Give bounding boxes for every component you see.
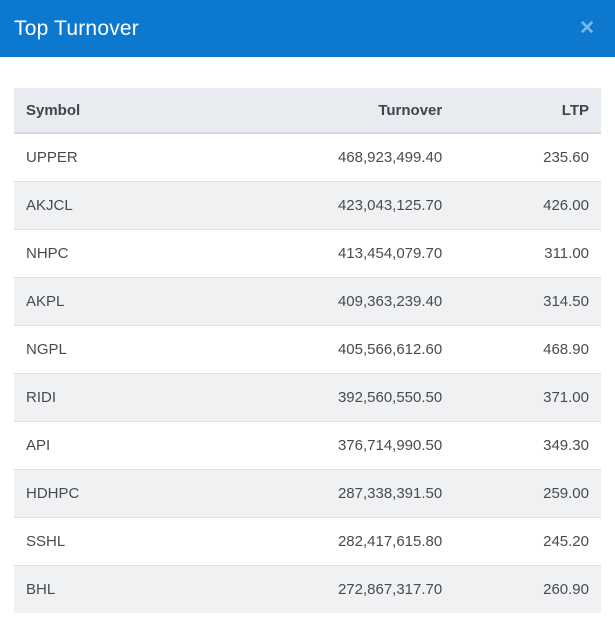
cell-ltp: 468.90 [454, 324, 601, 373]
turnover-table: Symbol Turnover LTP UPPER 468,923,499.40… [14, 88, 601, 613]
cell-turnover: 423,043,125.70 [260, 180, 455, 229]
cell-turnover: 287,338,391.50 [260, 468, 455, 517]
column-header-turnover: Turnover [260, 88, 455, 134]
close-icon[interactable]: ✕ [575, 15, 599, 42]
cell-ltp: 371.00 [454, 372, 601, 421]
modal-title: Top Turnover [14, 16, 139, 40]
cell-turnover: 468,923,499.40 [260, 132, 455, 181]
cell-turnover: 413,454,079.70 [260, 228, 455, 277]
cell-symbol: NHPC [14, 228, 261, 277]
cell-turnover: 376,714,990.50 [260, 420, 455, 469]
cell-ltp: 311.00 [454, 228, 601, 277]
table-row: UPPER 468,923,499.40 235.60 [14, 132, 601, 181]
cell-symbol: RIDI [14, 372, 261, 421]
modal-body: Symbol Turnover LTP UPPER 468,923,499.40… [0, 57, 615, 613]
table-row: RIDI 392,560,550.50 371.00 [14, 372, 601, 421]
table-row: SSHL 282,417,615.80 245.20 [14, 516, 601, 565]
cell-symbol: BHL [14, 564, 261, 613]
table-row: NGPL 405,566,612.60 468.90 [14, 324, 601, 373]
cell-turnover: 282,417,615.80 [260, 516, 455, 565]
cell-turnover: 392,560,550.50 [260, 372, 455, 421]
cell-turnover: 405,566,612.60 [260, 324, 455, 373]
cell-ltp: 349.30 [454, 420, 601, 469]
table-row: NHPC 413,454,079.70 311.00 [14, 228, 601, 277]
table-header: Symbol Turnover LTP [14, 88, 601, 134]
table-row: HDHPC 287,338,391.50 259.00 [14, 468, 601, 517]
modal-header: Top Turnover ✕ [0, 0, 615, 57]
cell-symbol: HDHPC [14, 468, 261, 517]
cell-symbol: UPPER [14, 132, 261, 181]
cell-turnover: 272,867,317.70 [260, 564, 455, 613]
cell-ltp: 235.60 [454, 132, 601, 181]
table-body: UPPER 468,923,499.40 235.60 AKJCL 423,04… [14, 132, 601, 613]
cell-ltp: 314.50 [454, 276, 601, 325]
cell-turnover: 409,363,239.40 [260, 276, 455, 325]
cell-symbol: API [14, 420, 261, 469]
cell-symbol: SSHL [14, 516, 261, 565]
table-row: BHL 272,867,317.70 260.90 [14, 564, 601, 613]
cell-symbol: NGPL [14, 324, 261, 373]
column-header-ltp: LTP [454, 88, 601, 134]
table-row: AKJCL 423,043,125.70 426.00 [14, 180, 601, 229]
cell-symbol: AKJCL [14, 180, 261, 229]
cell-ltp: 426.00 [454, 180, 601, 229]
cell-ltp: 245.20 [454, 516, 601, 565]
cell-ltp: 260.90 [454, 564, 601, 613]
table-row: API 376,714,990.50 349.30 [14, 420, 601, 469]
cell-symbol: AKPL [14, 276, 261, 325]
column-header-symbol: Symbol [14, 88, 261, 134]
cell-ltp: 259.00 [454, 468, 601, 517]
table-row: AKPL 409,363,239.40 314.50 [14, 276, 601, 325]
